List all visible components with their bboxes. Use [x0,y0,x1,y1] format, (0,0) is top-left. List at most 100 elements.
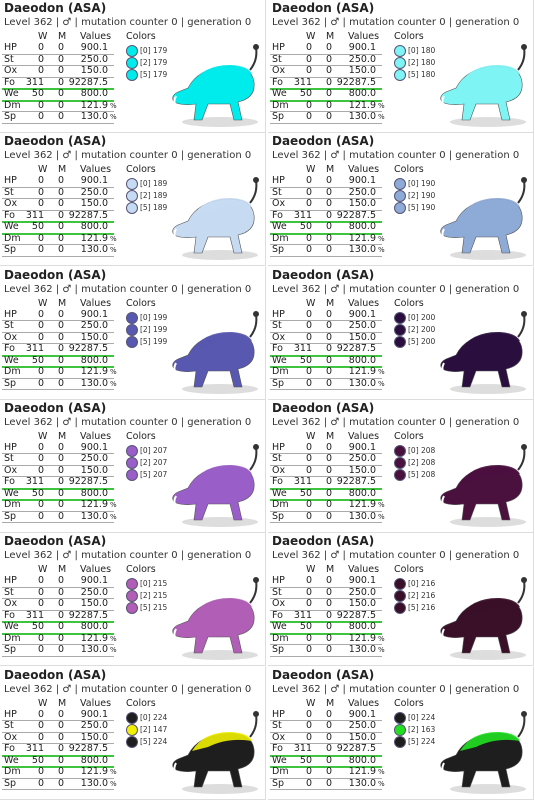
color-swatch [126,178,138,191]
stat-mutated: 0 [57,777,64,789]
stat-value: 800.0 [80,221,108,233]
row-separator [2,598,114,600]
stat-value: 121.9 [348,632,376,644]
stat-name: Fo [272,209,283,221]
color-swatch [126,735,138,748]
color-label: [5] 189 [140,203,168,213]
stat-unit: % [378,768,385,776]
stat-wild: 0 [37,65,44,76]
stat-value: 250.0 [80,586,108,598]
stat-value: 121.9 [348,366,376,378]
stat-wild: 0 [305,377,312,389]
stat-wild: 0 [37,175,44,187]
creature-image [440,44,527,127]
creature-name: Daeodon (ASA) [4,534,107,549]
row-separator [270,198,382,200]
stat-name: Ox [272,198,286,210]
stat-name: HP [272,175,285,187]
stat-value: 92287.5 [68,209,108,221]
creature-name: Daeodon (ASA) [4,267,107,282]
stat-value: 800.0 [80,621,108,633]
creature-name: Daeodon (ASA) [272,267,375,282]
row-separator [2,99,114,102]
stat-name: Sp [4,244,17,256]
stat-value: 250.0 [348,453,376,465]
stat-wild: 0 [305,111,312,122]
stat-mutated: 0 [57,99,64,111]
color-swatch [126,69,138,81]
creature-image [440,177,527,261]
stat-value: 800.0 [348,621,376,633]
stat-value: 92287.5 [336,343,376,355]
stat-unit: % [110,113,117,121]
color-label: [0] 189 [140,179,168,189]
stat-name: Fo [272,76,283,88]
stat-wild: 0 [37,632,44,644]
row-separator [2,221,114,224]
row-separator [2,111,114,112]
stat-wild: 0 [37,99,44,111]
stat-unit: % [110,368,117,377]
stat-value: 900.1 [80,708,108,720]
stat-name: Fo [4,743,15,754]
row-separator [2,53,114,55]
stat-value: 900.1 [80,42,108,53]
column-header: W [38,430,48,442]
row-separator [270,377,382,379]
stat-name: HP [272,42,285,53]
color-swatch [126,602,138,615]
stat-mutated: 0 [325,632,332,644]
color-label: [5] 179 [140,70,168,79]
stat-name: Dm [272,232,289,244]
stat-value: 150.0 [80,598,108,610]
stat-name: Fo [4,76,15,88]
stat-value: 250.0 [80,186,108,198]
row-separator [270,343,382,345]
stat-name: Dm [272,766,289,777]
stat-mutated: 0 [325,232,332,244]
stat-name: St [272,720,282,731]
row-separator [270,720,382,721]
stat-wild: 0 [37,766,44,777]
creature-image [440,577,527,661]
creature-image [440,710,527,794]
color-label: [5] 199 [140,336,168,346]
stat-mutated: 0 [57,53,64,65]
stat-wild: 50 [31,487,44,499]
stat-mutated: 0 [57,42,64,53]
creature-name: Daeodon (ASA) [4,400,107,415]
column-header: Values [80,564,112,576]
stat-wild: 0 [37,244,44,256]
color-swatch [126,711,138,724]
stat-unit: % [110,234,117,243]
row-separator [2,209,114,211]
column-header: Colors [394,564,424,576]
color-label: [0] 190 [408,179,436,189]
color-swatch [394,578,406,591]
stat-mutated: 0 [325,609,332,621]
stat-value: 900.1 [80,441,108,453]
stat-value: 121.9 [348,766,376,777]
stat-name: Sp [4,644,17,656]
stat-name: HP [4,441,17,453]
creature-name: Daeodon (ASA) [272,667,375,682]
stat-name: Ox [272,65,286,76]
row-separator [270,53,382,55]
stat-wild: 0 [305,586,312,598]
color-swatch [126,57,138,69]
creature-image [172,577,259,661]
color-swatch [126,311,138,324]
row-separator [270,354,382,357]
stat-name: Fo [272,743,283,754]
row-separator [270,499,382,502]
color-label: [5] 180 [408,70,436,79]
stat-value: 150.0 [80,731,108,743]
color-label: [0] 216 [408,579,436,589]
stat-mutated: 0 [325,441,332,453]
row-separator [2,510,114,512]
stat-mutated: 0 [57,453,64,465]
stat-mutated: 0 [325,186,332,198]
row-separator [270,789,382,790]
creature-image [440,443,527,527]
creature-card: Daeodon (ASA) Level 362 | ♂ | mutation co… [0,533,266,667]
